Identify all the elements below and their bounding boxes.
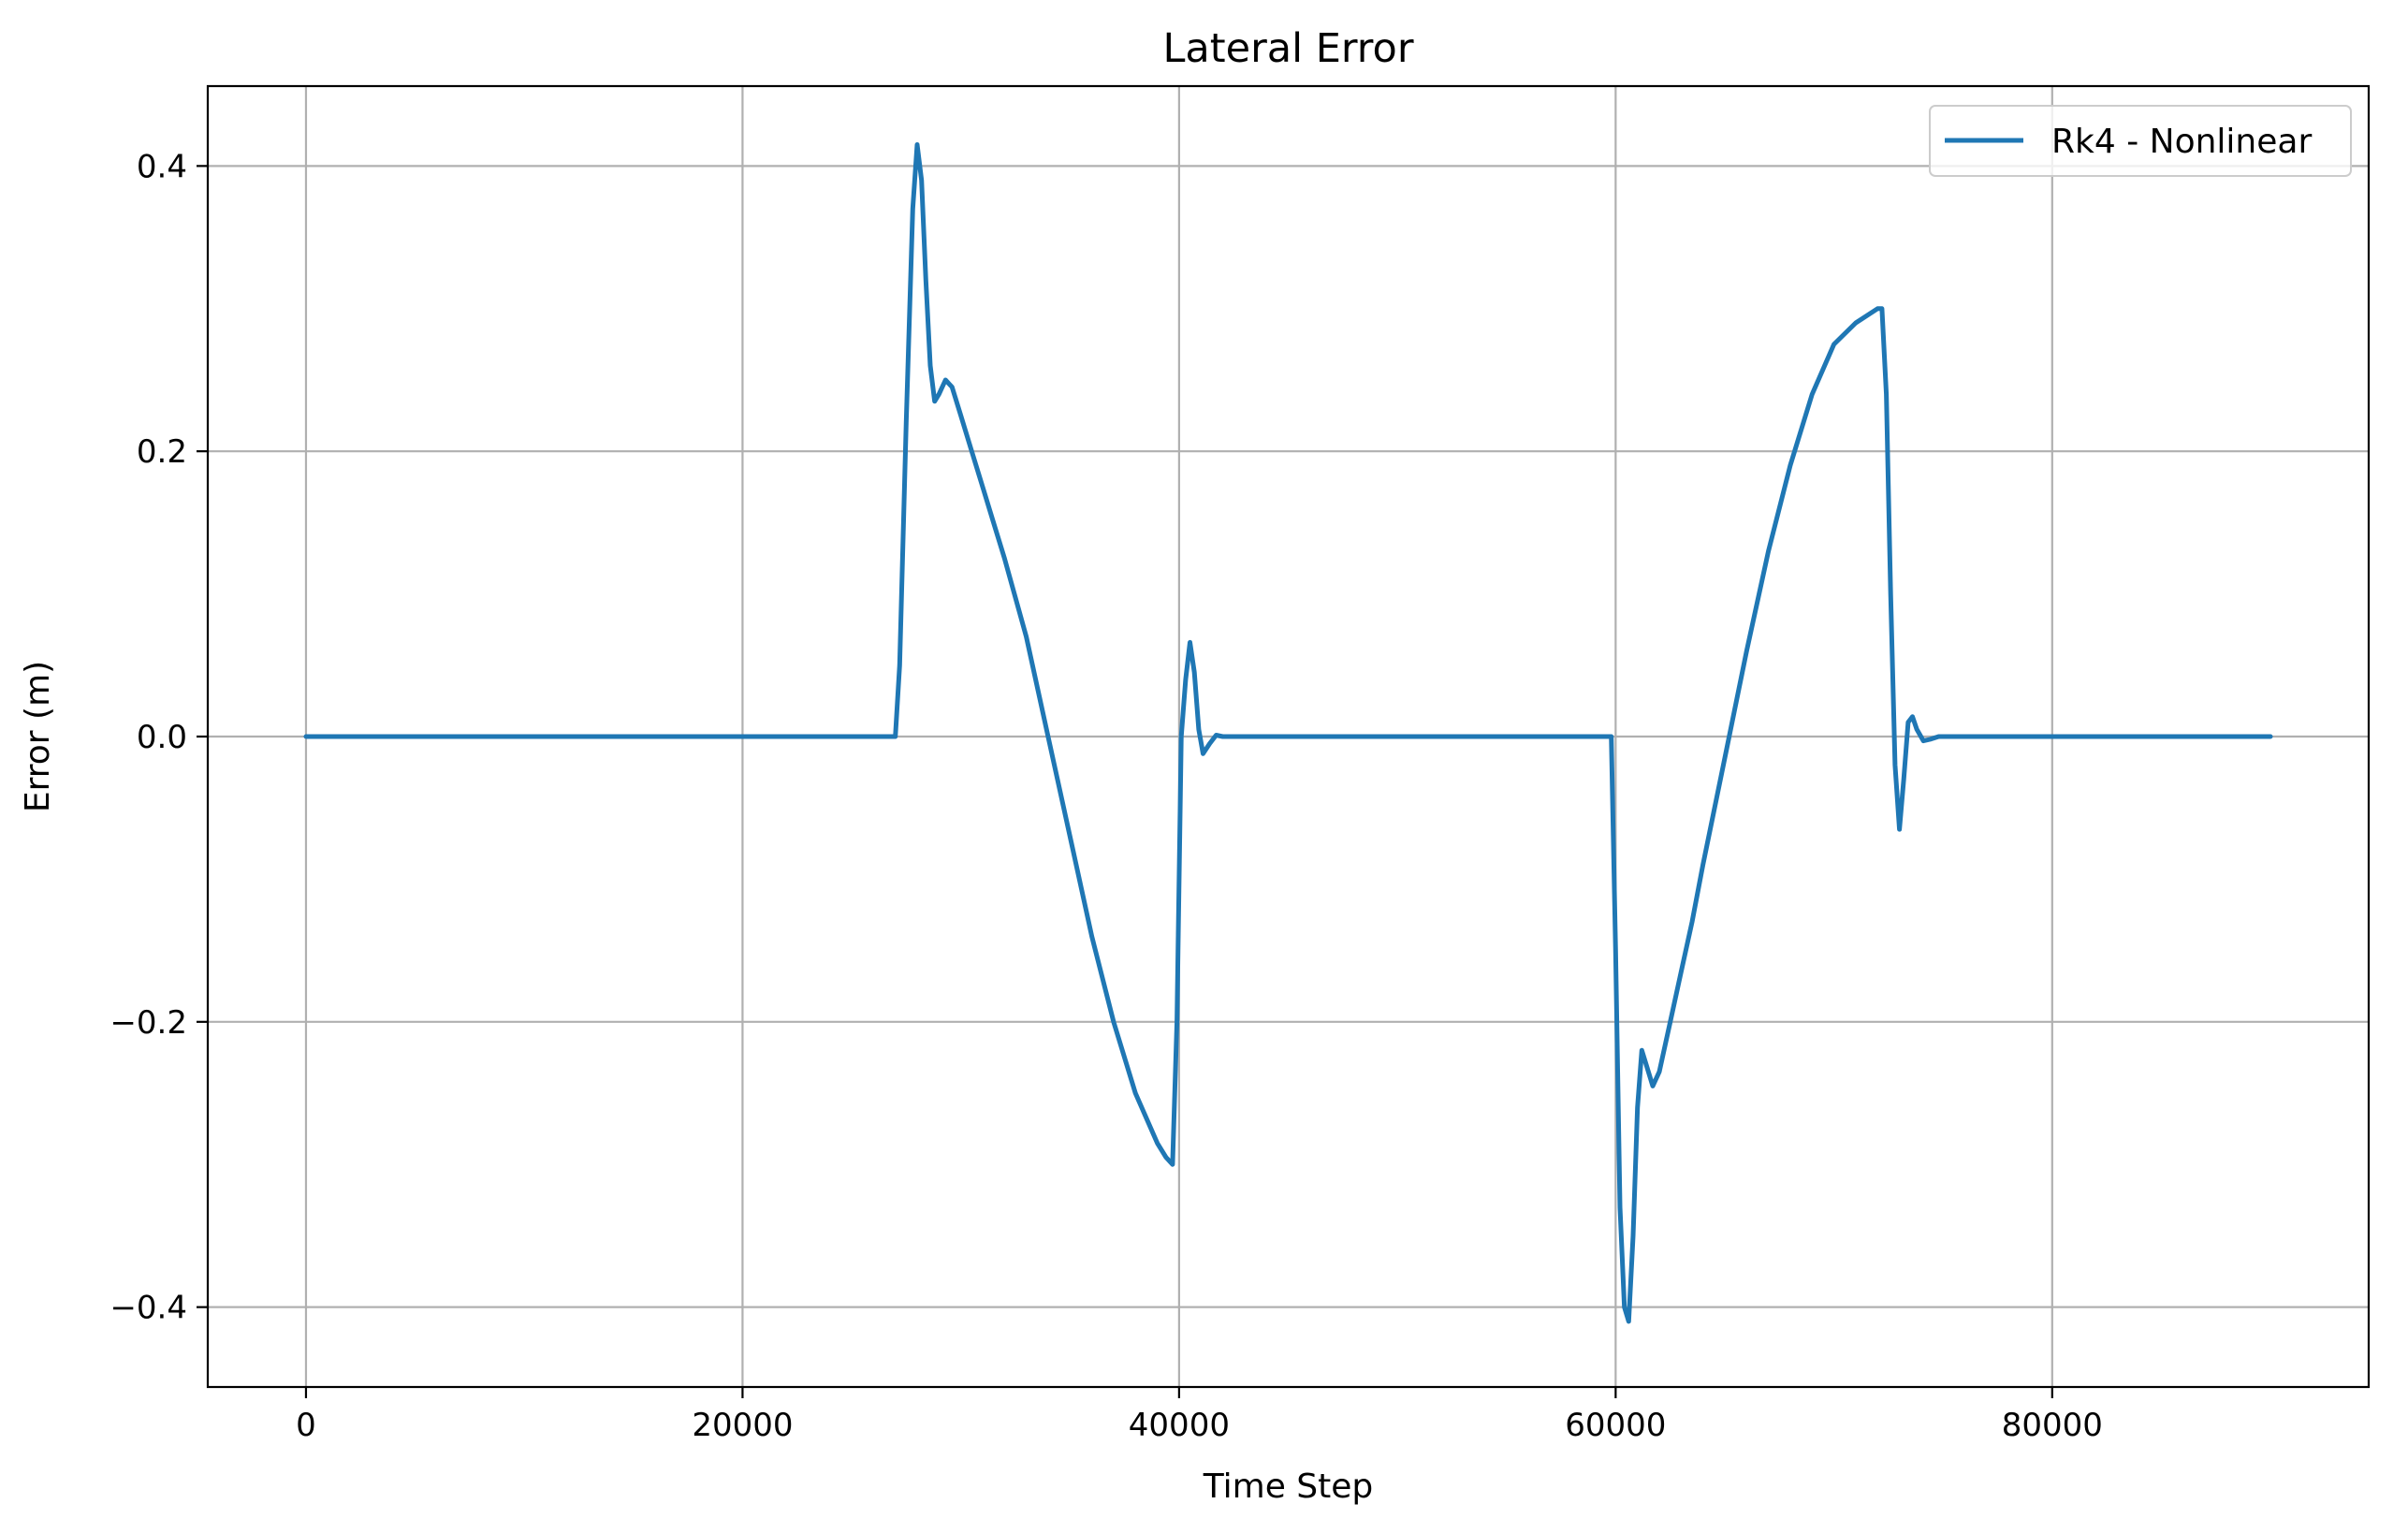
x-tick-label: 60000 — [1565, 1407, 1666, 1444]
y-tick-label: −0.2 — [109, 1004, 187, 1042]
y-tick-label: 0.0 — [137, 719, 187, 756]
x-tick-label: 20000 — [692, 1407, 793, 1444]
axis-ticks: 0 20000 40000 60000 80000 −0.4 −0.2 0.0 0.2 0.4 — [109, 148, 2102, 1444]
x-tick-label: 80000 — [2002, 1407, 2103, 1444]
series-layer — [303, 142, 2273, 1324]
x-axis-title: Time Step — [1203, 1467, 1374, 1506]
x-tick-label: 40000 — [1129, 1407, 1230, 1444]
series-line — [303, 142, 2273, 1324]
legend: Rk4 - Nonlinear — [1929, 105, 2352, 177]
legend-label: Rk4 - Nonlinear — [2051, 123, 2312, 161]
chart-title: Lateral Error — [1162, 25, 1413, 72]
y-axis-title: Error (m) — [19, 661, 57, 812]
y-tick-label: 0.4 — [137, 148, 187, 185]
y-tick-label: 0.2 — [137, 433, 187, 471]
legend-frame — [1929, 105, 2352, 177]
x-tick-label: 0 — [296, 1407, 316, 1444]
y-tick-label: −0.4 — [109, 1290, 187, 1327]
